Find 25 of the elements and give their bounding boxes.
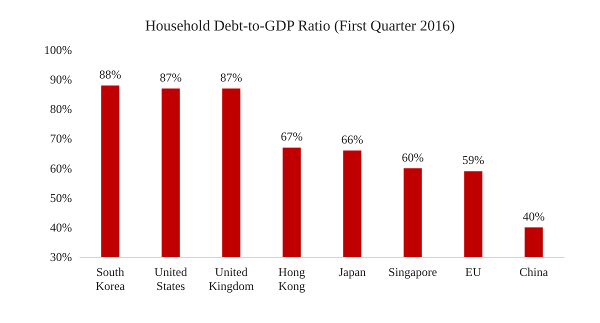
- data-label: 88%: [99, 67, 122, 82]
- y-tick-label: 90%: [50, 72, 72, 87]
- x-tick-label: China: [519, 265, 549, 279]
- x-tick-label: United Kingdom: [208, 265, 255, 293]
- data-label: 67%: [280, 130, 303, 144]
- data-label: 87%: [160, 70, 182, 84]
- y-tick-label: 70%: [50, 132, 72, 146]
- x-tick-label: Japan: [338, 265, 366, 279]
- y-tick-label: 40%: [50, 220, 72, 234]
- y-tick-label: 60%: [50, 161, 72, 176]
- x-tick-label: Singapore: [388, 265, 438, 279]
- y-tick-label: 100%: [44, 43, 72, 57]
- y-tick-label: 50%: [50, 190, 72, 205]
- x-tick-label: EU: [465, 265, 482, 279]
- data-label: 87%: [220, 70, 242, 84]
- x-tick-label: Hong Kong: [278, 265, 306, 293]
- x-tick-label: United States: [154, 265, 188, 293]
- data-label: 66%: [341, 132, 364, 147]
- y-tick-label: 80%: [50, 102, 72, 116]
- y-tick-label: 30%: [50, 250, 72, 264]
- data-label: 40%: [522, 209, 545, 224]
- data-label: 60%: [402, 150, 424, 164]
- x-tick-label: South Korea: [96, 265, 126, 293]
- data-label: 59%: [462, 153, 484, 168]
- chart-title: Household Debt-to-GDP Ratio (First Quarter 2016): [145, 18, 455, 34]
